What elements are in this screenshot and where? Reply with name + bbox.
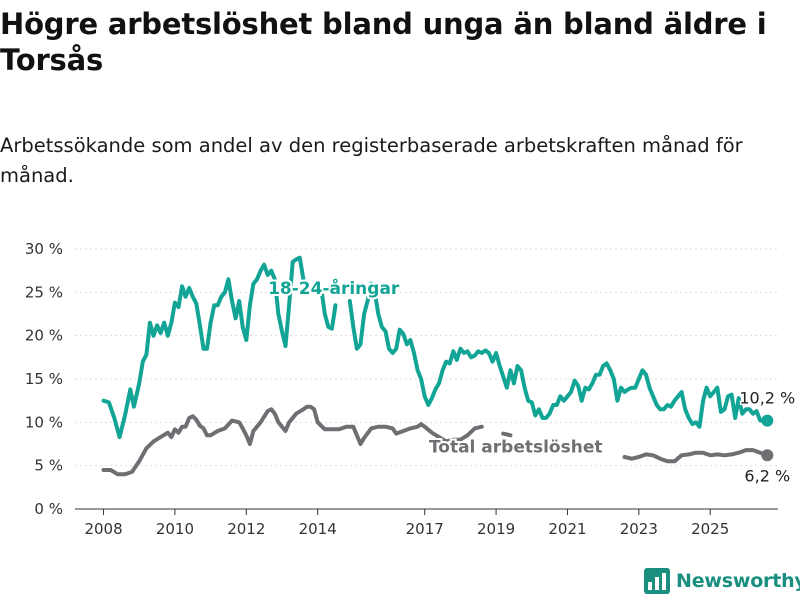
series-name-label: Total arbetslöshet <box>429 438 603 458</box>
series-end-value-label: 10,2 % <box>739 389 795 408</box>
x-tick-label: 2012 <box>227 520 265 538</box>
x-tick-label: 2014 <box>299 520 337 538</box>
brand-name: Newsworthy <box>676 570 800 592</box>
x-tick-label: 2023 <box>620 520 658 538</box>
page-subtitle: Arbetssökande som andel av den registerb… <box>0 134 743 187</box>
x-tick-label: 2010 <box>156 520 194 538</box>
y-tick-label: 20 % <box>25 327 63 345</box>
page-title: Högre arbetslöshet bland unga än bland ä… <box>0 7 767 77</box>
series-labels: 18-24-åringar 10,2 % Total arbetslöshet 6,2… <box>266 275 797 487</box>
series-line-total <box>501 431 513 438</box>
x-tick-label: 2025 <box>691 520 729 538</box>
series-end-point <box>761 414 774 427</box>
series-line-total <box>622 448 770 464</box>
x-tick-label: 2019 <box>477 520 515 538</box>
series-lines <box>101 255 774 477</box>
y-tick-label: 15 % <box>25 370 63 388</box>
y-tick-label: 25 % <box>25 283 63 301</box>
x-tick-label: 2021 <box>548 520 586 538</box>
y-axis-tick-labels: 0 % 5 % 10 % 15 % 20 % 25 % 30 % <box>25 240 63 518</box>
x-tick-label: 2017 <box>406 520 444 538</box>
series-name-label: 18-24-åringar <box>268 277 400 299</box>
y-tick-label: 0 % <box>34 500 63 518</box>
series-line-youth <box>101 255 306 440</box>
y-tick-label: 10 % <box>25 413 63 431</box>
y-tick-label: 5 % <box>34 457 63 475</box>
x-tick-label: 2008 <box>84 520 122 538</box>
x-axis: 2008 2010 2012 2014 2017 2019 2021 2023 2025 <box>75 508 778 538</box>
gridlines <box>75 248 778 467</box>
y-tick-label: 30 % <box>25 240 63 258</box>
series-end-point <box>761 449 774 462</box>
series-line-youth <box>319 286 338 331</box>
line-chart: 0 %5 %10 %15 %20 %25 %30 % 2008 2010 2012 2… <box>25 240 797 538</box>
series-line-youth <box>347 281 770 429</box>
brand-logo: Newsworthy <box>644 568 800 594</box>
bar-chart-logo-icon <box>644 568 670 594</box>
series-line-total <box>101 404 484 477</box>
series-end-value-label: 6,2 % <box>744 466 790 485</box>
